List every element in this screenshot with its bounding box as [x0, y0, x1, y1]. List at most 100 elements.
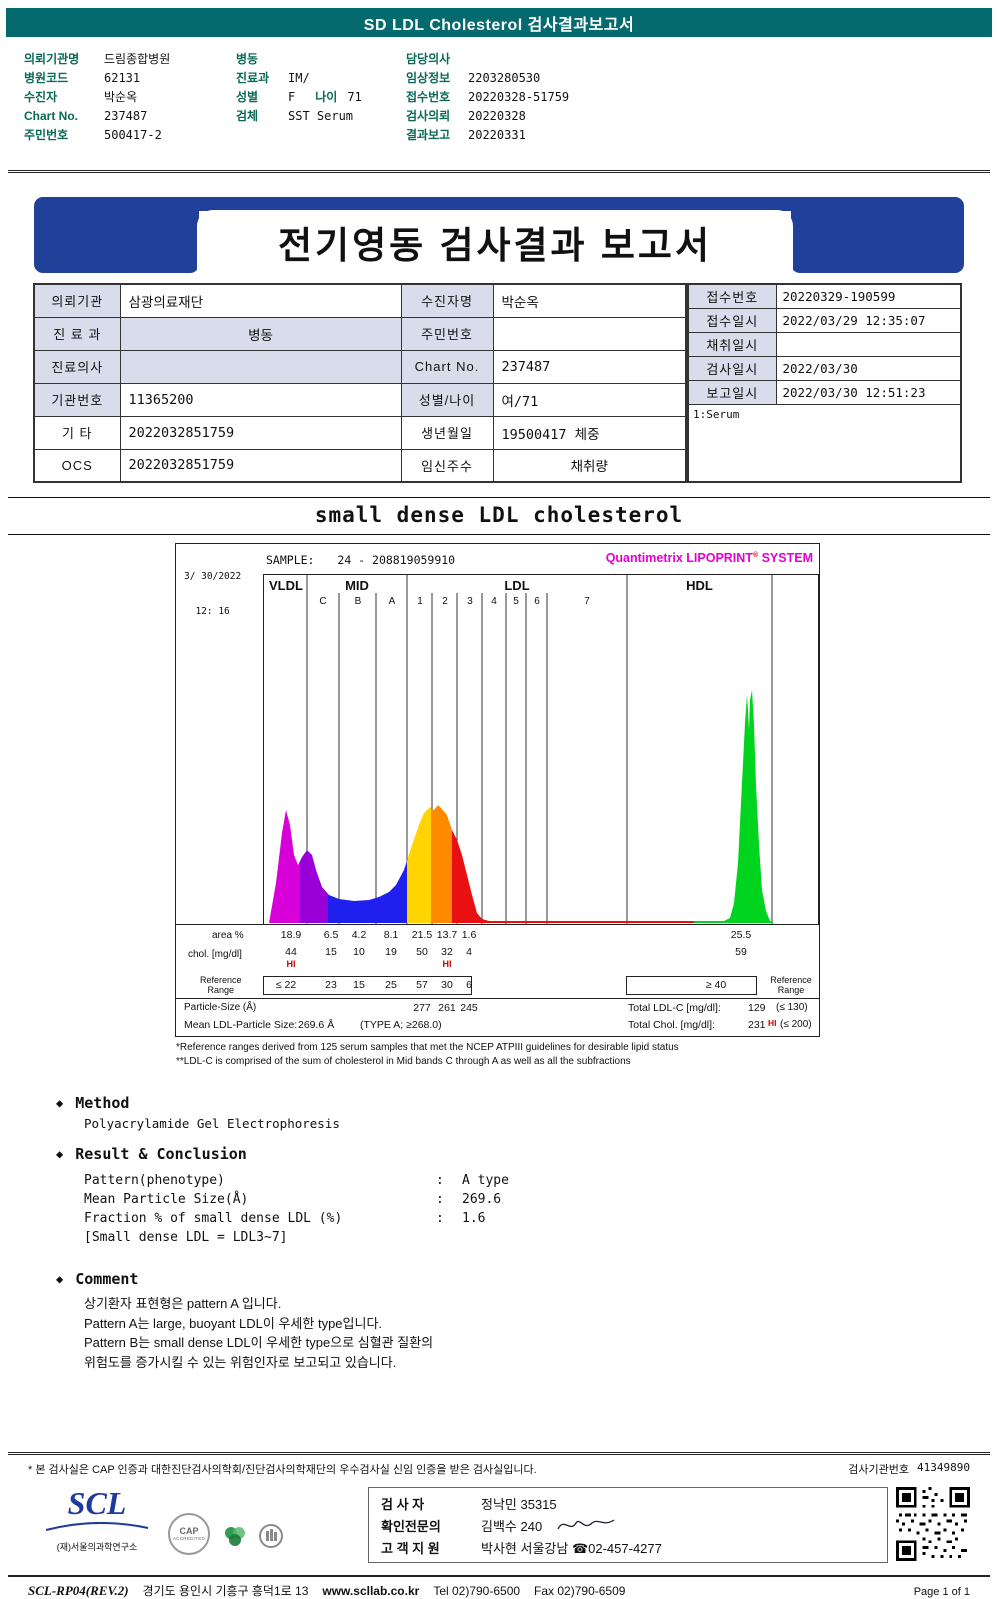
lab-report-page: { "colors": { "header_teal": "#046a6e", … [0, 8, 998, 1598]
cell-label: 진료의사 [33, 349, 121, 384]
table-row: 진료의사 Chart No. 237487 [33, 349, 687, 384]
chol-value: 50 [416, 946, 428, 958]
patient-col-2: 병동 진료과 IM/ 성별 F 나이 71 검체 SST Serum [236, 49, 406, 144]
result-row: Fraction % of small dense LDL (%) : 1.6 [84, 1209, 998, 1228]
accreditation-logo-3 [259, 1524, 283, 1548]
reference-box-right [626, 976, 757, 995]
total-ldl-value: 129 [748, 1002, 766, 1014]
cell-value: 2022032851759 [119, 448, 402, 483]
staff-row: 검 사 자 정낙민 35315 [381, 1492, 875, 1514]
cell-label: 기관번호 [33, 382, 121, 417]
cell-label: 주민번호 [400, 316, 494, 351]
ref-value: 57 [416, 979, 428, 991]
row-label: Reference Range [200, 975, 242, 996]
heading-text: Method [75, 1094, 130, 1112]
diamond-bullet-icon: ◆ [56, 1272, 64, 1286]
cell-value: 2022/03/29 12:35:07 [775, 307, 962, 333]
result-row: Mean Particle Size(Å) : 269.6 [84, 1190, 998, 1209]
table-row: 기 타 2022032851759 생년월일 19500417 체중 [33, 415, 687, 450]
signature [557, 1519, 615, 1530]
telephone: Tel 02)790-6500 [433, 1584, 521, 1598]
heading-text: Comment [75, 1270, 139, 1288]
cap-logo-subtext: ACCREDITED [172, 1536, 206, 1541]
banner-left-block [34, 197, 199, 273]
footer-divider [8, 1452, 990, 1455]
reference-label-line1: Reference [770, 975, 812, 985]
result-colon: : [436, 1192, 444, 1207]
section-title-band: small dense LDL cholesterol [8, 497, 990, 535]
staff-label: 확인전문의 [381, 1518, 441, 1534]
comment-body: 상기환자 표현형은 pattern A 입니다. Pattern A는 larg… [84, 1294, 998, 1372]
footer-note-row: * 본 검사실은 CAP 인증과 대한진단검사의학회/진단검사의학재단의 우수검… [28, 1461, 970, 1477]
info-table-right: 접수번호 20220329-190599 접수일시 2022/03/29 12:… [687, 283, 962, 483]
chart-datetime: 3/ 30/2022 12: 16 [184, 547, 241, 642]
reference-box-left [263, 976, 472, 995]
chol-value: 44 [285, 946, 297, 958]
cell-label: 채취일시 [687, 331, 777, 357]
result-value: A type [462, 1173, 509, 1188]
staff-box: 검 사 자 정낙민 35315 확인전문의 김백수 240 고 객 지 원 박사… [368, 1487, 888, 1563]
divider-double [8, 170, 990, 173]
field-label: 검체 [236, 109, 259, 123]
total-chol-label: Total Chol. [mg/dl]: [628, 1019, 715, 1031]
table-row: 채취일시 [687, 331, 962, 357]
chol-value: 4 [466, 946, 472, 958]
result-name: Pattern(phenotype) [84, 1173, 225, 1188]
reference-label-line2: Range [207, 984, 235, 995]
cell-value: 2022/03/30 12:51:23 [775, 379, 962, 405]
staff-label: 검 사 자 [381, 1496, 425, 1512]
result-value: 1.6 [462, 1211, 486, 1226]
comment-line: Pattern A는 large, buoyant LDL이 우세한 type입… [84, 1315, 383, 1331]
result-note: [Small dense LDL = LDL3~7] [84, 1230, 288, 1245]
cell-value [775, 331, 962, 357]
section-title: small dense LDL cholesterol [314, 503, 684, 527]
cell-label: 기 타 [33, 415, 121, 450]
cell-value [492, 316, 687, 351]
field-value: SST Serum [288, 108, 354, 123]
cell-value: 여/71 [492, 382, 687, 417]
scl-logo: SCL (재)서울의과학연구소 [34, 1487, 160, 1553]
qr-code [896, 1487, 970, 1561]
lipoprint-chart: 3/ 30/2022 12: 16 SAMPLE: 24 - 208819059… [175, 543, 820, 1037]
area-value: 18.9 [280, 929, 302, 941]
cell-label: 접수일시 [687, 307, 777, 333]
table-row: 검사일시 2022/03/30 [687, 355, 962, 381]
ldl-band-label: 4 [491, 596, 497, 607]
ldl-band-label: 3 [467, 596, 473, 607]
cell-label: 의뢰기관 [33, 283, 121, 318]
field-label: Chart No. [24, 108, 78, 123]
result-value: 269.6 [462, 1192, 502, 1207]
ldl-band-label: 6 [534, 596, 540, 607]
report-title: SD LDL Cholesterol 검사결과보고서 [363, 16, 635, 34]
table-row: 보고일시 2022/03/30 12:51:23 [687, 379, 962, 405]
area-value: 21.5 [411, 929, 433, 941]
chol-value: 59 [735, 946, 747, 958]
mean-particle-row: Mean LDL-Particle Size: 269.6 Å (TYPE A;… [176, 1016, 819, 1036]
accreditation-logo-2 [225, 1527, 245, 1546]
area-value: 6.5 [323, 929, 339, 941]
fax: Fax 02)790-6509 [534, 1584, 626, 1598]
field-value: 2203280530 [468, 70, 541, 85]
footer-address-group: SCL-RP04(REV.2) 경기도 용인시 기흥구 흥덕1로 13 www.… [28, 1582, 625, 1599]
particle-value: 245 [460, 1002, 478, 1014]
result-name: Fraction % of small dense LDL (%) [84, 1211, 343, 1226]
cell-label: Chart No. [400, 349, 494, 384]
ref-value: 6 [466, 979, 472, 991]
lipoprint-brand: Quantimetrix LIPOPRINT® SYSTEM [606, 551, 813, 565]
area-value: 25.5 [730, 929, 752, 941]
lane-label-vldl: VLDL [269, 578, 303, 593]
cell-label: 진 료 과 [33, 316, 121, 351]
area-value: 13.7 [436, 929, 458, 941]
cap-logo-text: CAP [179, 1526, 199, 1536]
field-label: 담당의사 [406, 52, 451, 66]
comment-heading: ◆ Comment [56, 1270, 998, 1288]
cell-value: 2022/03/30 [775, 355, 962, 381]
field-label: 진료과 [236, 71, 270, 85]
field-value: 62131 [104, 70, 141, 85]
mean-value: 269.6 Å [298, 1019, 335, 1031]
address: 경기도 용인시 기흥구 흥덕1로 13 [142, 1584, 309, 1598]
particle-size-row: Particle-Size (Å) 277 261 245 Total LDL-… [176, 998, 819, 1016]
staff-label: 고 객 지 원 [381, 1540, 440, 1556]
staff-row: 확인전문의 김백수 240 [381, 1514, 875, 1536]
cell-label: 보고일시 [687, 379, 777, 405]
